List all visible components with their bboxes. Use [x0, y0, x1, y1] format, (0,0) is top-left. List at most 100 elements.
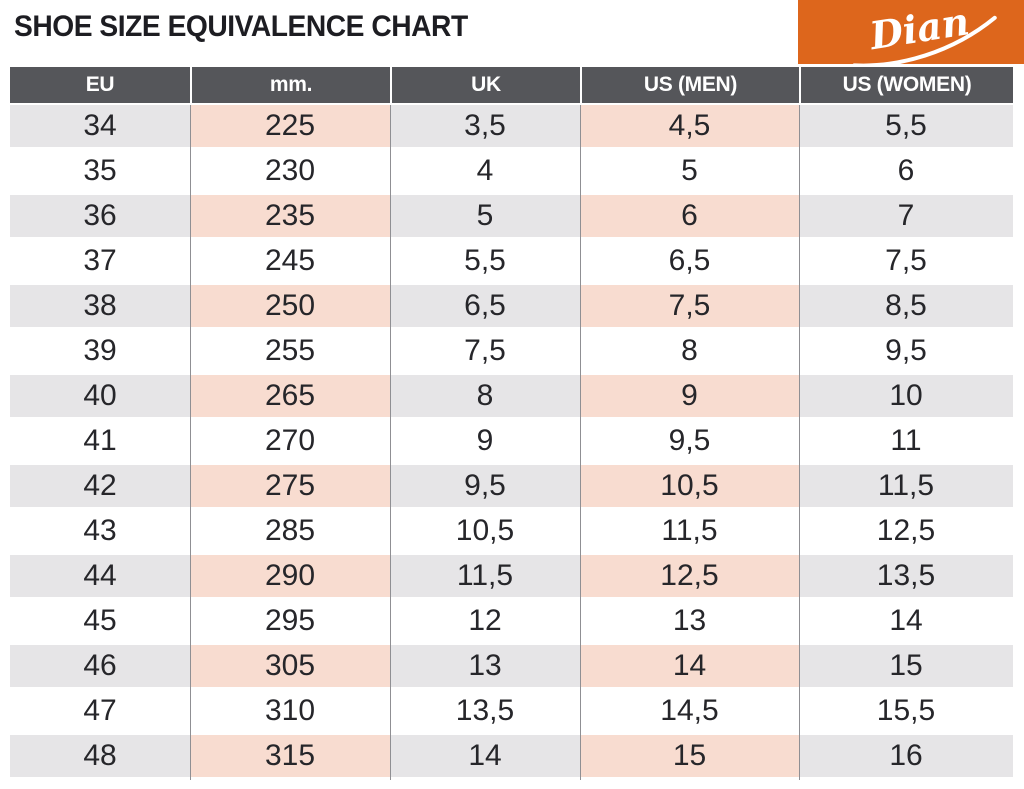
table-cell: 4,5 [580, 105, 799, 147]
table-cell: 270 [190, 420, 390, 462]
table-cell: 4 [390, 150, 580, 192]
column-divider [799, 105, 800, 780]
dian-logo-text: Dian [866, 0, 972, 58]
table-cell: 12 [390, 600, 580, 642]
table-cell: 15 [580, 735, 799, 777]
table-cell: 34 [10, 105, 190, 147]
table-cell: 35 [10, 150, 190, 192]
table-cell: 43 [10, 510, 190, 552]
table-cell: 7,5 [799, 240, 1013, 282]
table-cell: 7 [799, 195, 1013, 237]
table-row: 39 255 7,5 8 9,5 [10, 330, 1013, 372]
table-cell: 15,5 [799, 690, 1013, 732]
dian-logo-graphic: Dian [852, 0, 997, 64]
table-cell: 7,5 [580, 285, 799, 327]
brand-logo: Dian [798, 0, 1024, 64]
table-cell: 47 [10, 690, 190, 732]
table-row: 38 250 6,5 7,5 8,5 [10, 285, 1013, 327]
table-cell: 14 [390, 735, 580, 777]
table-cell: 5,5 [390, 240, 580, 282]
table-cell: 13,5 [799, 555, 1013, 597]
header-cell-eu: EU [10, 67, 190, 103]
table-cell: 36 [10, 195, 190, 237]
table-cell: 10 [799, 375, 1013, 417]
table-row: 37 245 5,5 6,5 7,5 [10, 240, 1013, 282]
header-cell-mm: mm. [190, 67, 390, 103]
table-cell: 9 [390, 420, 580, 462]
header-cell-us-men: US (MEN) [580, 67, 799, 103]
table-cell: 5 [580, 150, 799, 192]
table-cell: 7,5 [390, 330, 580, 372]
table-row: 42 275 9,5 10,5 11,5 [10, 465, 1013, 507]
table-cell: 14 [580, 645, 799, 687]
header-cell-us-women: US (WOMEN) [799, 67, 1013, 103]
table-cell: 5,5 [799, 105, 1013, 147]
table-cell: 12,5 [799, 510, 1013, 552]
table-cell: 250 [190, 285, 390, 327]
table-row: 46 305 13 14 15 [10, 645, 1013, 687]
column-divider [190, 105, 191, 780]
table-cell: 235 [190, 195, 390, 237]
table-cell: 315 [190, 735, 390, 777]
table-cell: 11,5 [799, 465, 1013, 507]
table-cell: 275 [190, 465, 390, 507]
table-cell: 10,5 [390, 510, 580, 552]
table-cell: 9,5 [390, 465, 580, 507]
table-cell: 9,5 [799, 330, 1013, 372]
logo-underline-flourish [852, 15, 997, 64]
page-title: SHOE SIZE EQUIVALENCE CHART [14, 10, 468, 43]
table-cell: 6 [799, 150, 1013, 192]
table-cell: 15 [799, 645, 1013, 687]
table-row: 44 290 11,5 12,5 13,5 [10, 555, 1013, 597]
table-cell: 8 [580, 330, 799, 372]
table-row: 34 225 3,5 4,5 5,5 [10, 105, 1013, 147]
table-cell: 8 [390, 375, 580, 417]
table-cell: 255 [190, 330, 390, 372]
size-equivalence-table: EU mm. UK US (MEN) US (WOMEN) 34 225 3,5 4,5 5,5… [10, 67, 1013, 780]
table-cell: 38 [10, 285, 190, 327]
table-cell: 37 [10, 240, 190, 282]
table-row: 47 310 13,5 14,5 15,5 [10, 690, 1013, 732]
table-cell: 3,5 [390, 105, 580, 147]
table-cell: 6,5 [580, 240, 799, 282]
table-cell: 6,5 [390, 285, 580, 327]
table-body: 34 225 3,5 4,5 5,5 35 230 4 5 6 36 235 5 6 7 37 245 5,5 6,… [10, 105, 1013, 777]
table-cell: 265 [190, 375, 390, 417]
table-cell: 44 [10, 555, 190, 597]
table-cell: 16 [799, 735, 1013, 777]
table-cell: 13 [390, 645, 580, 687]
table-cell: 225 [190, 105, 390, 147]
table-header-row: EU mm. UK US (MEN) US (WOMEN) [10, 67, 1013, 103]
table-cell: 39 [10, 330, 190, 372]
table-cell: 13,5 [390, 690, 580, 732]
table-cell: 285 [190, 510, 390, 552]
table-cell: 245 [190, 240, 390, 282]
table-cell: 5 [390, 195, 580, 237]
table-cell: 14,5 [580, 690, 799, 732]
table-cell: 41 [10, 420, 190, 462]
table-cell: 13 [580, 600, 799, 642]
table-cell: 14 [799, 600, 1013, 642]
table-cell: 10,5 [580, 465, 799, 507]
table-cell: 45 [10, 600, 190, 642]
table-row: 40 265 8 9 10 [10, 375, 1013, 417]
table-cell: 12,5 [580, 555, 799, 597]
table-row: 35 230 4 5 6 [10, 150, 1013, 192]
table-cell: 40 [10, 375, 190, 417]
column-divider [580, 105, 581, 780]
table-row: 43 285 10,5 11,5 12,5 [10, 510, 1013, 552]
table-row: 36 235 5 6 7 [10, 195, 1013, 237]
table-cell: 11,5 [580, 510, 799, 552]
table-cell: 6 [580, 195, 799, 237]
table-cell: 310 [190, 690, 390, 732]
table-row: 45 295 12 13 14 [10, 600, 1013, 642]
table-cell: 295 [190, 600, 390, 642]
table-cell: 48 [10, 735, 190, 777]
table-cell: 230 [190, 150, 390, 192]
table-cell: 42 [10, 465, 190, 507]
table-cell: 9 [580, 375, 799, 417]
table-cell: 11 [799, 420, 1013, 462]
table-cell: 46 [10, 645, 190, 687]
table-cell: 11,5 [390, 555, 580, 597]
